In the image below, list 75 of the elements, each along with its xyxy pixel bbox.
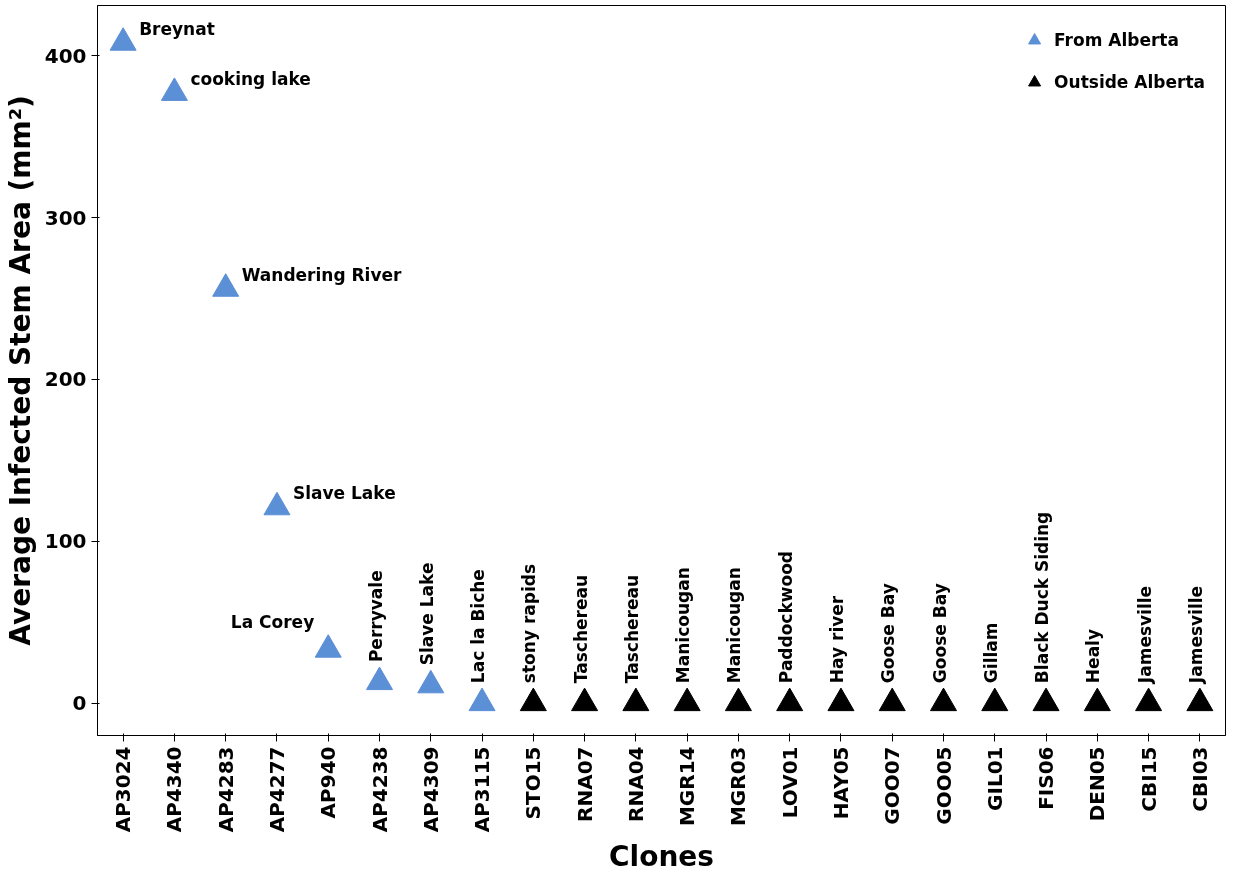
x-tick-label: GOO05 [931, 746, 956, 825]
annotation: Healy [1083, 628, 1104, 684]
x-tick-label: AP4283 [213, 746, 238, 833]
annotation: Goose Bay [878, 583, 899, 684]
x-tick-label: AP4309 [418, 746, 443, 833]
x-tick-label: STO15 [521, 746, 546, 820]
point [724, 687, 752, 712]
point [1083, 687, 1111, 712]
annotation: Lac la Biche [468, 569, 489, 684]
x-tick-label: GOO07 [880, 746, 905, 825]
annotation: Paddockwood [775, 551, 796, 684]
point [366, 666, 393, 691]
point [878, 687, 906, 712]
x-tick-label: RNA07 [572, 746, 597, 822]
point [109, 27, 137, 51]
point [622, 687, 650, 712]
legend-label: Outside Alberta [1054, 72, 1205, 92]
point [519, 687, 547, 712]
y-axis-title: Average Infected Stem Area (mm²) [3, 95, 37, 646]
point [673, 687, 701, 712]
annotation: Slave Lake [416, 562, 437, 666]
x-tick-label: LOV01 [777, 746, 802, 819]
annotation: Black Duck Siding [1032, 511, 1053, 684]
point [160, 77, 188, 101]
x-tick-label: RNA04 [623, 746, 648, 822]
x-tick-label: GIL01 [982, 746, 1007, 811]
annotation: stony rapids [519, 563, 540, 684]
point [314, 634, 342, 658]
point [930, 687, 957, 712]
annotation: Perryvale [365, 570, 386, 663]
x-tick-label: HAY05 [828, 746, 853, 820]
annotation: Breynat [139, 18, 215, 39]
x-tick-label: AP940 [316, 746, 341, 819]
legend-label: From Alberta [1054, 30, 1179, 50]
annotation: Hay river [826, 595, 847, 684]
x-tick-label: AP3115 [470, 746, 495, 833]
y-tick-label: 300 [44, 205, 87, 230]
annotation: cooking lake [190, 68, 311, 89]
annotation: Wandering River [241, 264, 403, 285]
x-tick-label: AP4238 [367, 746, 392, 833]
point [1186, 687, 1214, 712]
annotation: La Corey [230, 611, 315, 632]
point [417, 669, 445, 694]
y-tick-label: 0 [72, 691, 87, 716]
y-tick-label: 400 [44, 43, 87, 68]
x-tick-label: AP3024 [111, 746, 136, 833]
annotation: Slave Lake [292, 483, 396, 504]
point [468, 687, 496, 712]
x-tick-label: MGR03 [726, 746, 751, 827]
x-tick-label: AP4277 [264, 746, 289, 833]
annotation: Taschereau [570, 574, 591, 684]
point [827, 687, 855, 712]
point [571, 687, 599, 712]
y-tick-label: 100 [44, 529, 87, 554]
x-tick-label: CBI15 [1136, 746, 1161, 812]
x-tick-label: MGR14 [675, 746, 700, 827]
annotation: Manicougan [724, 567, 745, 684]
point [1032, 687, 1060, 712]
annotation: Manicougan [673, 567, 694, 684]
annotation: Goose Bay [929, 583, 950, 684]
x-tick-label: AP4340 [162, 746, 187, 833]
point [981, 687, 1009, 712]
x-tick-label: CBI03 [1187, 746, 1212, 812]
x-axis-title: Clones [609, 840, 714, 874]
x-tick-label: FIS06 [1034, 746, 1059, 810]
annotation: Jamesville [1185, 585, 1206, 685]
point [212, 273, 240, 297]
y-tick-label: 200 [44, 367, 87, 392]
point [263, 491, 291, 516]
annotation: Gillam [980, 622, 1001, 684]
point [1135, 687, 1163, 712]
annotation: Jamesville [1134, 585, 1155, 685]
point [776, 687, 804, 712]
x-tick-label: DEN05 [1085, 746, 1110, 822]
annotation: Taschereau [621, 574, 642, 684]
